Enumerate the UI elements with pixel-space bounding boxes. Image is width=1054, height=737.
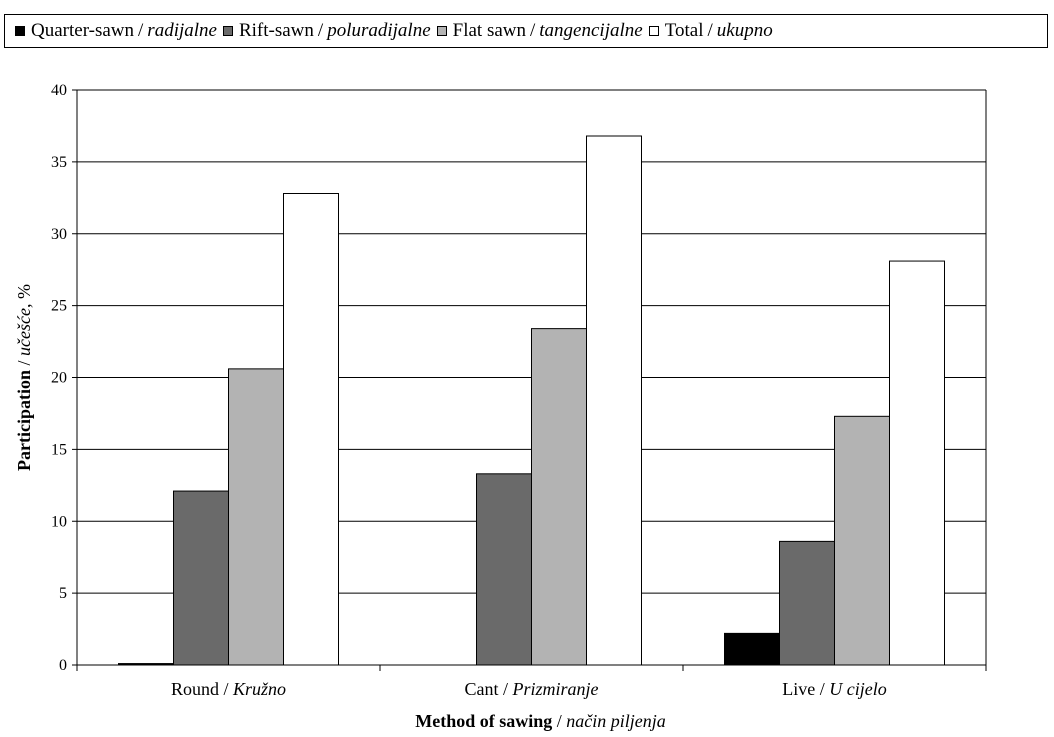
x-axis-title: Method of sawing / način piljenja: [415, 711, 666, 731]
legend-swatch-2: [436, 26, 447, 36]
x-tick-label-1: Cant / Prizmiranje: [464, 679, 598, 699]
legend-item-2: Flat sawn / tangencijalne: [436, 20, 643, 42]
bar-1-3: [586, 135, 642, 666]
bar-2-0: [724, 632, 780, 666]
legend-label-0: Quarter-sawn: [31, 20, 135, 41]
y-tick-label-7: 35: [51, 154, 67, 171]
bar-0-1: [173, 490, 229, 666]
legend-label-translation-2: tangencijalne: [539, 20, 643, 41]
bar-0-3: [283, 193, 339, 666]
y-tick-label-8: 40: [51, 82, 67, 99]
chart-legend: Quarter-sawn / radijalne Rift-sawn / poluradi…: [4, 14, 1048, 48]
y-tick-label-4: 20: [51, 370, 67, 387]
y-tick-label-1: 5: [59, 585, 67, 602]
legend-swatch-0: [15, 26, 25, 36]
bar-2-2: [834, 415, 890, 666]
legend-swatch-3: [648, 26, 659, 36]
x-tick-label-2: Live / U cijelo: [782, 679, 886, 699]
y-tick-label-6: 30: [51, 226, 67, 243]
legend-label-translation-1: poluradijalne: [327, 20, 431, 41]
y-axis-title: Participation / učešće, %: [14, 284, 34, 471]
legend-label-2: Flat sawn: [452, 20, 526, 41]
bar-1-2: [531, 328, 587, 666]
legend-item-3: Total / ukupno: [648, 20, 773, 42]
legend-label-1: Rift-sawn: [238, 20, 314, 41]
y-tick-label-3: 15: [51, 441, 67, 458]
y-tick-label-0: 0: [59, 657, 67, 674]
legend-label-translation-3: ukupno: [716, 20, 773, 41]
legend-swatch-1: [222, 26, 233, 36]
legend-label-3: Total: [664, 20, 704, 41]
bar-2-3: [889, 260, 945, 666]
legend-item-1: Rift-sawn / poluradijalne: [222, 20, 431, 42]
x-tick-label-0: Round / Kružno: [171, 679, 286, 699]
bar-0-2: [228, 368, 284, 666]
y-tick-label-2: 10: [51, 513, 67, 530]
bar-2-1: [779, 540, 835, 666]
legend-label-translation-0: radijalne: [147, 20, 217, 41]
legend-item-0: Quarter-sawn / radijalne: [15, 20, 217, 42]
bar-1-1: [476, 473, 532, 666]
y-tick-label-5: 25: [51, 298, 67, 315]
